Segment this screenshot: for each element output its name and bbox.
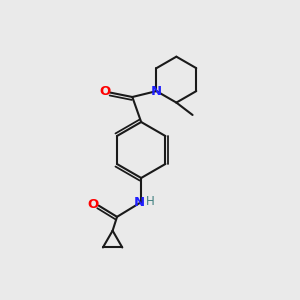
Text: N: N: [151, 85, 162, 98]
Text: N: N: [134, 196, 145, 208]
Text: O: O: [88, 198, 99, 211]
Text: H: H: [146, 195, 154, 208]
Text: O: O: [99, 85, 111, 98]
